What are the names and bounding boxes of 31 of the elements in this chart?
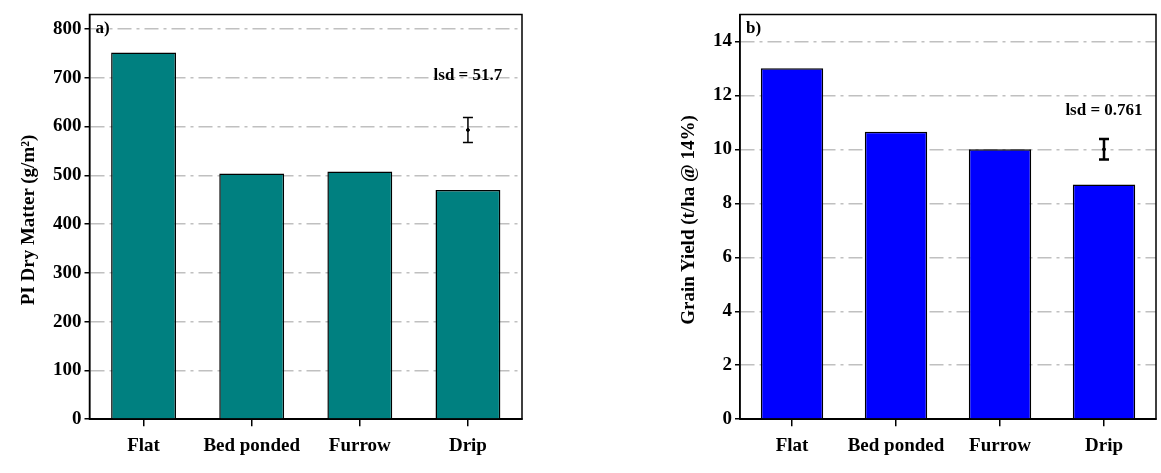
x-tick-label: Drip	[448, 433, 487, 455]
x-tick-label: Furrow	[328, 433, 392, 455]
y-tick-label: 4	[722, 299, 733, 321]
y-tick-label: 10	[713, 137, 732, 159]
x-tick-label: Flat	[775, 433, 810, 455]
y-tick-label: 0	[72, 407, 82, 429]
y-tick-label: 100	[53, 358, 82, 380]
y-tick-label: 500	[53, 163, 82, 185]
y-tick-label: 200	[53, 309, 82, 331]
y-tick-label: 0	[722, 407, 732, 429]
y-tick-label: 300	[53, 260, 82, 282]
annotation: lsd = 0.761	[1065, 100, 1143, 120]
annotation: lsd = 51.7	[433, 64, 503, 84]
y-tick-label: 400	[53, 212, 82, 234]
x-tick-label: Furrow	[969, 433, 1032, 455]
x-tick-label: Bed ponded	[203, 433, 301, 455]
y-tick-label: 12	[713, 83, 732, 105]
y-tick-label: 2	[722, 353, 732, 375]
y-axis-title: PI Dry Matter (g/m²)	[17, 134, 39, 306]
y-axis-title: Grain Yield (t/ha @ 14%)	[677, 115, 699, 325]
y-tick-label: 14	[713, 29, 733, 51]
x-tick-label: Flat	[127, 433, 161, 455]
y-tick-label: 700	[53, 65, 82, 87]
x-tick-label: Bed ponded	[847, 433, 945, 455]
y-tick-label: 6	[722, 245, 732, 267]
annotation: b)	[746, 17, 762, 37]
annotation: a)	[95, 17, 110, 37]
x-tick-label: Drip	[1085, 433, 1123, 455]
y-tick-label: 800	[53, 16, 82, 38]
y-tick-label: 600	[53, 114, 82, 136]
y-tick-label: 8	[722, 191, 732, 213]
